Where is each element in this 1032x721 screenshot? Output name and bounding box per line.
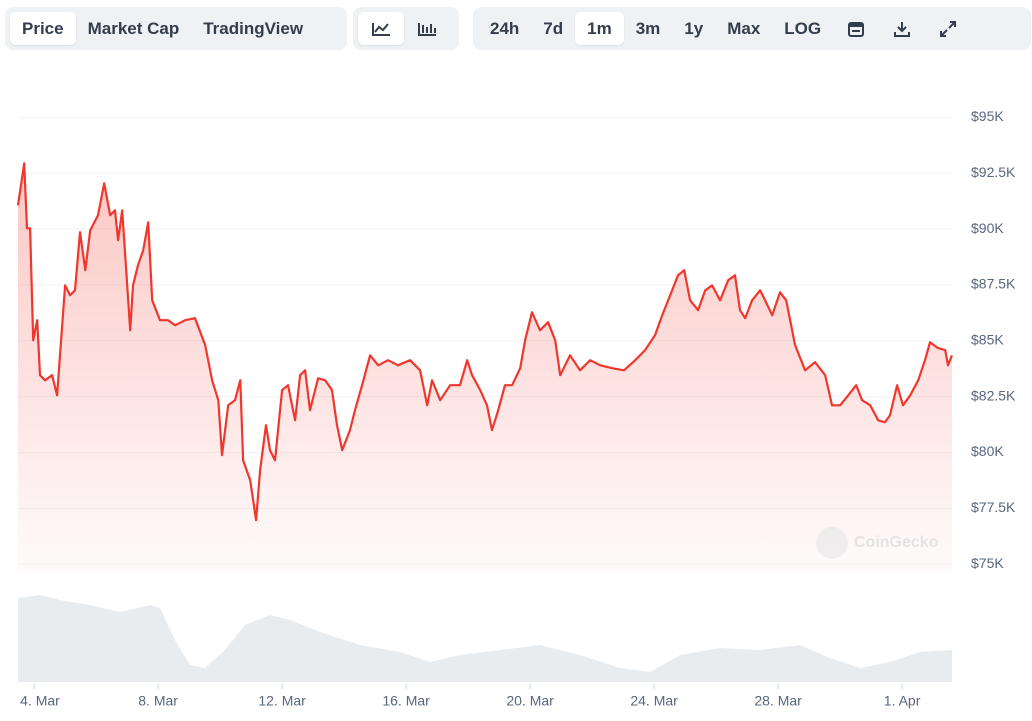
download-icon[interactable] — [879, 12, 925, 45]
x-tick-label: 20. Mar — [506, 693, 554, 709]
candle-icon[interactable] — [404, 12, 450, 45]
y-tick-label: $85K — [971, 331, 1004, 347]
tab[interactable]: LOG — [784, 18, 822, 38]
tab[interactable]: 3m — [635, 18, 661, 38]
y-tick-label: $80K — [971, 443, 1004, 459]
x-tick-label: 16. Mar — [382, 693, 430, 709]
tab[interactable]: TradingView — [203, 18, 304, 38]
price-area — [18, 163, 952, 572]
y-tick-label: $77.5K — [971, 499, 1016, 515]
y-tick-label: $82.5K — [971, 387, 1016, 403]
volume-backdrop — [18, 595, 952, 682]
x-tick-label: 24. Mar — [630, 693, 678, 709]
x-tick-label: 4. Mar — [20, 693, 60, 709]
watermark: CoinGecko — [816, 527, 939, 559]
tab[interactable]: 1y — [684, 18, 704, 38]
tab[interactable]: 1m — [575, 12, 624, 45]
price-line — [16, 162, 954, 522]
tab[interactable]: Price — [10, 12, 76, 45]
calendar-icon[interactable] — [833, 12, 879, 45]
tab[interactable]: 24h — [490, 18, 520, 38]
x-tick-label: 28. Mar — [754, 693, 802, 709]
tab[interactable]: Max — [727, 18, 761, 38]
y-tick-label: $92.5K — [971, 164, 1016, 180]
x-tick-label: 8. Mar — [138, 693, 178, 709]
chart-style-tabs — [353, 7, 459, 50]
y-tick-label: $75K — [971, 555, 1004, 571]
range-tabs: 24h 7d 1m 3m 1y Max LOG — [473, 7, 1031, 50]
tab[interactable]: Market Cap — [87, 18, 180, 38]
watermark-text: CoinGecko — [854, 534, 939, 551]
y-tick-label: $95K — [971, 108, 1004, 124]
x-tick-label: 1. Apr — [884, 693, 921, 709]
x-tick-label: 12. Mar — [258, 693, 306, 709]
line-icon[interactable] — [358, 12, 404, 45]
y-tick-label: $90K — [971, 220, 1004, 236]
watermark-logo — [816, 527, 848, 559]
expand-icon[interactable] — [925, 12, 971, 45]
view-tabs: Price Market Cap TradingView — [5, 7, 347, 50]
tab[interactable]: 7d — [543, 18, 564, 38]
y-tick-label: $87.5K — [971, 276, 1016, 292]
